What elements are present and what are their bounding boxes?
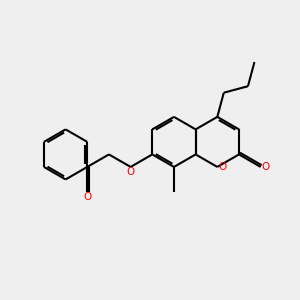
Text: O: O: [83, 192, 92, 202]
Text: O: O: [218, 162, 227, 172]
Text: O: O: [262, 162, 270, 172]
Text: O: O: [127, 167, 135, 177]
